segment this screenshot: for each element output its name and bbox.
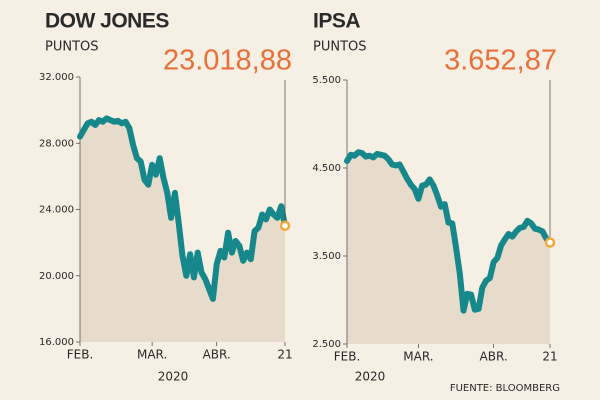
x-tick-label: FEB.	[334, 350, 361, 364]
x-tick-label: 21	[277, 348, 292, 362]
y-tick-label: 16.000	[39, 337, 74, 348]
chart-title: IPSA	[313, 10, 360, 33]
x-tick-label: ABR.	[480, 350, 508, 364]
y-tick-label: 24.000	[39, 205, 74, 216]
value-label: 3.652,87	[444, 45, 557, 77]
area	[347, 152, 550, 344]
y-tick-label: 20.000	[39, 271, 74, 282]
y-tick-label: 32.000	[39, 72, 74, 83]
y-tick-label: 5.500	[312, 75, 341, 86]
y-tick-label: 3.500	[312, 251, 341, 262]
y-tick-label: 4.500	[312, 163, 341, 174]
area	[80, 118, 285, 343]
source: FUENTE: BLOOMBERG	[450, 383, 560, 394]
end-marker	[279, 220, 291, 231]
chart-title: DOW JONES	[45, 10, 169, 33]
y-tick-label: 2.500	[312, 339, 341, 350]
x-axis-label: 2020	[355, 370, 386, 384]
line	[344, 149, 553, 314]
subtitle: PUNTOS	[45, 40, 99, 55]
end-marker	[544, 237, 556, 248]
subtitle: PUNTOS	[313, 40, 367, 55]
x-tick-label: 21	[542, 350, 557, 364]
value-label: 23.018,88	[163, 45, 292, 77]
line	[77, 115, 288, 302]
x-tick-label: FEB.	[67, 348, 94, 362]
x-axis-label: 2020	[158, 370, 189, 384]
y-tick-label: 28.000	[39, 138, 74, 149]
x-tick-label: MAR.	[137, 348, 167, 362]
x-tick-label: MAR.	[403, 350, 433, 364]
x-tick-label: ABR.	[203, 348, 231, 362]
